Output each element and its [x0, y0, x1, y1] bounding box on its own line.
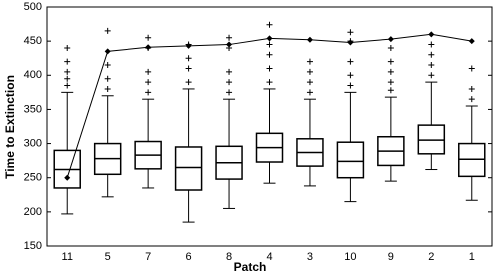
- line-marker: [387, 36, 394, 43]
- x-tick-label: 8: [226, 251, 232, 263]
- outlier: [185, 79, 192, 86]
- outlier: [64, 58, 71, 65]
- outlier: [347, 29, 354, 36]
- line-marker: [266, 35, 273, 42]
- y-tick-label: 400: [24, 69, 42, 81]
- outlier: [64, 44, 71, 51]
- outlier: [266, 51, 273, 58]
- x-tick-label: 11: [62, 251, 73, 263]
- outlier: [428, 62, 435, 69]
- x-tick-label: 6: [186, 251, 192, 263]
- x-tick-label: 3: [307, 251, 313, 263]
- outlier: [185, 65, 192, 72]
- outlier: [306, 58, 313, 65]
- line-marker: [104, 48, 111, 55]
- x-tick-label: 2: [428, 251, 434, 263]
- outlier: [306, 89, 313, 96]
- line-marker: [185, 42, 192, 49]
- outlier: [347, 82, 354, 89]
- outlier: [104, 27, 111, 34]
- outlier: [226, 89, 233, 96]
- outlier: [226, 68, 233, 75]
- y-tick-label: 250: [24, 172, 42, 184]
- outlier: [468, 96, 475, 103]
- box: [174, 146, 203, 191]
- outlier: [145, 34, 152, 41]
- outlier: [428, 51, 435, 58]
- outlier: [468, 65, 475, 72]
- outlier: [428, 41, 435, 48]
- outlier: [387, 68, 394, 75]
- outlier: [387, 87, 394, 94]
- line-marker: [306, 36, 313, 43]
- outlier: [347, 58, 354, 65]
- outlier: [266, 65, 273, 72]
- y-axis-label: Time to Extinction: [3, 75, 17, 179]
- line-marker: [347, 39, 354, 46]
- x-axis-label: Patch: [234, 260, 267, 274]
- x-tick-label: 10: [344, 251, 356, 263]
- y-tick-label: 450: [24, 35, 42, 47]
- y-tick-label: 150: [24, 240, 42, 252]
- outlier: [145, 79, 152, 86]
- x-tick-label: 1: [469, 251, 475, 263]
- y-tick-label: 350: [24, 103, 42, 115]
- x-tick-label: 7: [145, 251, 151, 263]
- outlier: [387, 58, 394, 65]
- outlier: [104, 75, 111, 82]
- line-marker: [428, 31, 435, 38]
- outlier: [428, 72, 435, 79]
- outlier: [266, 41, 273, 48]
- y-tick-label: 300: [24, 137, 42, 149]
- outlier: [266, 79, 273, 86]
- outlier: [145, 89, 152, 96]
- y-tick-label: 200: [24, 206, 42, 218]
- box: [336, 141, 365, 179]
- outlier: [347, 72, 354, 79]
- outlier: [226, 79, 233, 86]
- x-tick-label: 4: [266, 251, 272, 263]
- outlier: [468, 85, 475, 92]
- x-tick-label: 5: [105, 251, 111, 263]
- outlier: [185, 55, 192, 62]
- outlier: [64, 82, 71, 89]
- line-marker: [226, 41, 233, 48]
- outlier: [104, 85, 111, 92]
- line-marker: [64, 174, 71, 181]
- line-marker: [145, 44, 152, 51]
- line-marker: [468, 38, 475, 45]
- outlier: [306, 68, 313, 75]
- y-tick-label: 500: [24, 1, 42, 13]
- outlier: [266, 21, 273, 28]
- outlier: [387, 44, 394, 51]
- x-tick-label: 9: [388, 251, 394, 263]
- outlier: [145, 68, 152, 75]
- outlier: [387, 79, 394, 86]
- outlier: [104, 62, 111, 69]
- outlier: [226, 34, 233, 41]
- outlier: [306, 79, 313, 86]
- outlier: [64, 75, 71, 82]
- outlier: [64, 68, 71, 75]
